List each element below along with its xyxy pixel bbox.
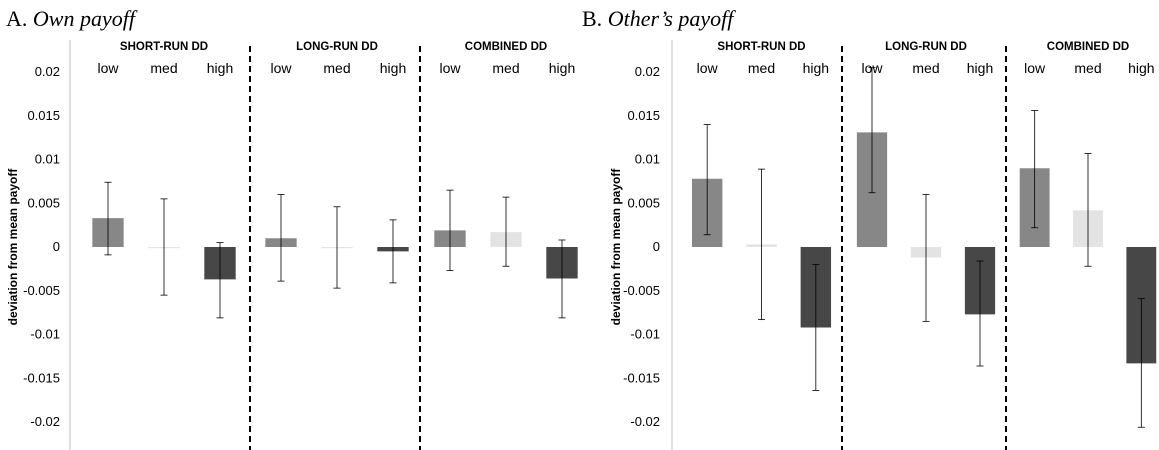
y-tick-label: -0.02 — [630, 414, 660, 429]
category-label: med — [150, 60, 177, 76]
y-tick-label: -0.005 — [23, 283, 60, 298]
panel-title: A. Own payoff — [6, 6, 138, 31]
y-tick-label: 0.01 — [635, 152, 660, 167]
group-label: COMBINED DD — [465, 41, 547, 53]
category-label: low — [97, 60, 119, 76]
y-axis-label: deviation from mean payoff — [6, 168, 20, 326]
y-tick-label: 0.02 — [35, 64, 60, 79]
y-tick-label: 0 — [653, 239, 660, 254]
category-label: med — [1074, 60, 1101, 76]
group-label: LONG-RUN DD — [296, 41, 378, 53]
y-tick-label: -0.015 — [23, 370, 60, 385]
y-tick-label: -0.01 — [630, 327, 660, 342]
group-label: SHORT-RUN DD — [120, 41, 208, 53]
category-label: med — [492, 60, 519, 76]
y-tick-label: -0.005 — [623, 283, 660, 298]
bar-group: SHORT-RUN DD low med high — [691, 41, 832, 391]
category-label: high — [549, 60, 575, 76]
y-axis-label: deviation from mean payoff — [609, 168, 623, 326]
panel-label: A. — [6, 6, 33, 31]
y-tick-label: -0.02 — [30, 414, 60, 429]
category-label: med — [748, 60, 775, 76]
category-label: high — [1128, 60, 1154, 76]
y-tick-label: 0.015 — [627, 108, 660, 123]
y-tick-label: 0.02 — [635, 64, 660, 79]
category-label: high — [380, 60, 406, 76]
y-tick-label: -0.01 — [30, 327, 60, 342]
group-label: COMBINED DD — [1047, 41, 1129, 53]
bar-group: LONG-RUN DD low med high — [265, 41, 409, 289]
category-label: low — [697, 60, 719, 76]
panel-title-text: Other’s payoff — [608, 6, 737, 31]
category-label: low — [270, 60, 292, 76]
y-tick-label: -0.015 — [623, 370, 660, 385]
y-tick-label: 0.005 — [627, 195, 660, 210]
category-label: low — [439, 60, 461, 76]
category-label: high — [207, 60, 233, 76]
y-tick-label: 0.015 — [27, 108, 60, 123]
category-label: high — [803, 60, 829, 76]
panel-title: B. Other’s payoff — [582, 6, 736, 31]
chart-panel-b: B. Other’s payoff 0.02 0.015 0.01 0.005 0 -0.0… — [582, 6, 1157, 450]
category-label: low — [1024, 60, 1046, 76]
group-label: LONG-RUN DD — [885, 41, 967, 53]
y-tick-label: 0.005 — [27, 195, 60, 210]
panel-title-text: Own payoff — [33, 6, 138, 31]
panel-label: B. — [582, 6, 608, 31]
chart-panel-a: A. Own payoff 0.02 0.015 0.01 0.005 0 -0.005 -0… — [6, 6, 578, 450]
group-label: SHORT-RUN DD — [717, 41, 805, 53]
bar-group: COMBINED DD low med high — [434, 41, 578, 319]
category-label: high — [967, 60, 993, 76]
category-label: med — [323, 60, 350, 76]
y-tick-label: 0 — [53, 239, 60, 254]
category-label: med — [912, 60, 939, 76]
y-tick-label: 0.01 — [35, 152, 60, 167]
